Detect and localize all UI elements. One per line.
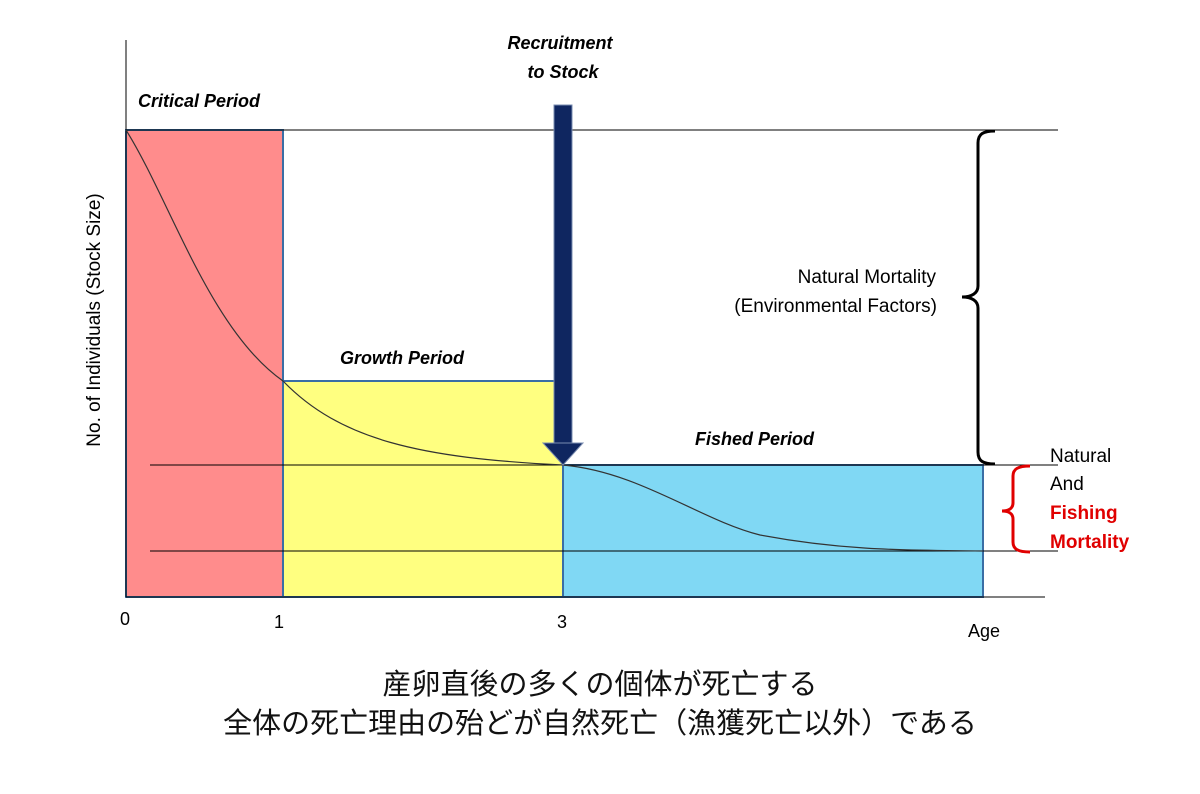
recruitment-arrow: [541, 104, 585, 466]
combined-mortality-line3: Fishing: [1050, 503, 1118, 524]
recruitment-label-line1: Recruitment: [507, 33, 613, 53]
natural-mortality-label-line1: Natural Mortality: [798, 267, 937, 288]
survival-curve: [125, 129, 984, 552]
combined-mortality-line4: Mortality: [1050, 532, 1130, 553]
x-tick-3: 3: [557, 612, 567, 632]
x-tick-0: 0: [120, 609, 130, 629]
recruitment-label-line2: to Stock: [527, 62, 599, 82]
critical-period-label: Critical Period: [138, 91, 261, 111]
y-axis-label: No. of Individuals (Stock Size): [84, 193, 105, 446]
growth-period-box: [282, 380, 564, 598]
natural-mortality-brace: [961, 129, 996, 466]
fished-period-label: Fished Period: [695, 429, 815, 449]
caption-line-2: 全体の死亡理由の殆どが自然死亡（漁獲死亡以外）である: [223, 706, 977, 740]
critical-period-box: [125, 129, 284, 598]
combined-mortality-brace: [1001, 464, 1031, 554]
x-axis-label: Age: [968, 621, 1000, 641]
caption-line-1: 産卵直後の多くの個体が死亡する: [382, 667, 818, 701]
fished-period-box: [562, 464, 984, 598]
natural-mortality-label-line2: (Environmental Factors): [734, 296, 937, 317]
combined-mortality-line2: And: [1050, 474, 1084, 495]
growth-period-label: Growth Period: [340, 348, 465, 368]
x-tick-1: 1: [274, 612, 284, 632]
combined-mortality-line1: Natural: [1050, 446, 1111, 467]
